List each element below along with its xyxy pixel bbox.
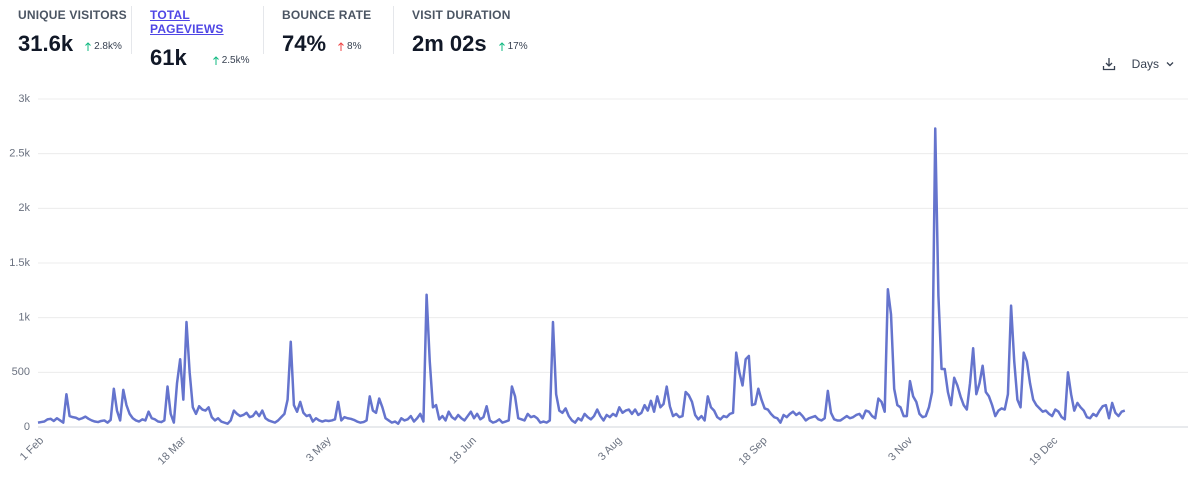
- arrow-up: [338, 42, 344, 51]
- metric-value: 31.6k: [18, 31, 74, 56]
- x-tick-label: 3 Nov: [886, 434, 915, 463]
- metric-change: 17%: [507, 41, 528, 52]
- arrow-up: [85, 42, 91, 51]
- y-tick-label: 500: [12, 366, 30, 378]
- y-tick-label: 0: [24, 421, 30, 433]
- x-tick-label: 19 Dec: [1027, 434, 1060, 467]
- metric[interactable]: UNIQUE VISITORS 31.6k 2.8k%: [0, 6, 132, 56]
- y-tick-label: 1.5k: [9, 257, 30, 269]
- metric[interactable]: TOTAL PAGEVIEWS 61k 2.5k%: [132, 6, 264, 70]
- metric-value: 74%: [282, 31, 327, 56]
- y-tick-label: 3k: [18, 93, 30, 105]
- metric-change: 8%: [347, 41, 362, 52]
- interval-select[interactable]: Days: [1131, 57, 1159, 71]
- x-tick-label: 18 Sep: [737, 435, 770, 468]
- x-tick-label: 3 Aug: [596, 435, 624, 463]
- y-tick-label: 1k: [18, 312, 30, 324]
- metric-label: BOUNCE RATE: [282, 8, 372, 22]
- metric-change: 2.5k%: [221, 55, 250, 66]
- arrow-up: [498, 42, 505, 51]
- metric-change: 2.8k%: [94, 41, 122, 52]
- chevron: [1166, 62, 1174, 67]
- metric-value: 61k: [150, 45, 187, 70]
- y-tick-label: 2k: [18, 202, 30, 214]
- x-tick-label: 18 Mar: [156, 434, 189, 467]
- metric-value: 2m 02s: [412, 31, 487, 56]
- metrics: UNIQUE VISITORS 31.6k 2.8k% TOTAL PAGEVI…: [0, 0, 554, 70]
- y-tick-label: 2.5k: [9, 148, 30, 160]
- x-tick-label: 3 May: [304, 434, 334, 464]
- download-icon[interactable]: [1102, 57, 1116, 71]
- x-tick-label: 18 Jun: [447, 435, 479, 467]
- arrow-up: [212, 56, 219, 65]
- toolbar: Days: [1102, 57, 1175, 71]
- line: [37, 127, 1126, 425]
- x-tick-label: 1 Feb: [18, 435, 46, 463]
- metric-label: UNIQUE VISITORS: [18, 8, 127, 22]
- metric-label: VISIT DURATION: [412, 8, 511, 22]
- metric[interactable]: BOUNCE RATE 74% 8%: [264, 6, 394, 56]
- metric-label: TOTAL PAGEVIEWS: [150, 8, 224, 36]
- metric[interactable]: VISIT DURATION 2m 02s 17%: [394, 6, 554, 56]
